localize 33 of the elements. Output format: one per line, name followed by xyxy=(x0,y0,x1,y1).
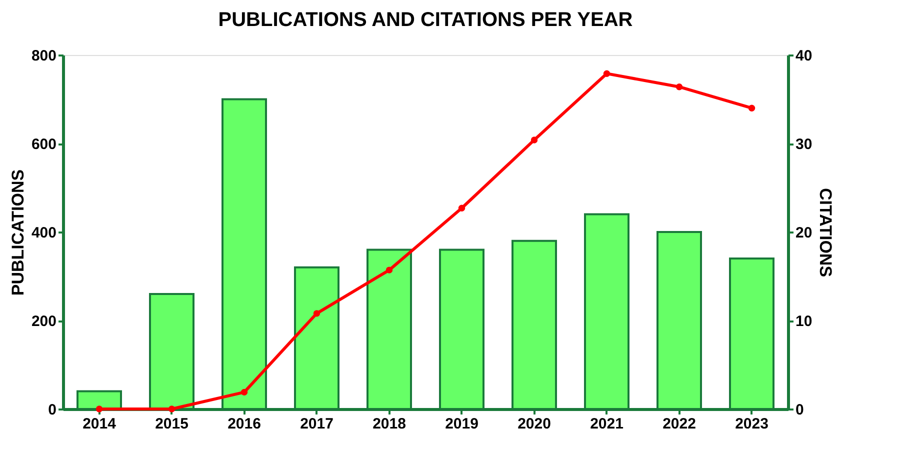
y-tick-label: 200 xyxy=(31,313,56,330)
chart-title: PUBLICATIONS AND CITATIONS PER YEAR xyxy=(218,9,634,31)
x-tick-label: 2016 xyxy=(228,416,261,432)
point xyxy=(676,84,683,90)
point xyxy=(603,70,610,77)
point xyxy=(386,266,393,274)
y2-axis-title: CITATIONS xyxy=(816,188,836,278)
point xyxy=(240,388,248,396)
y-tick-label: 0 xyxy=(48,402,56,418)
x-tick-label: 2020 xyxy=(518,416,551,432)
point xyxy=(748,104,756,112)
y-tick-label: 600 xyxy=(31,136,56,153)
x-tick-label: 2022 xyxy=(662,416,696,432)
y-axis-title: PUBLICATIONS xyxy=(8,169,28,296)
x-tick-label: 2021 xyxy=(590,416,624,432)
x-tick-label: 2018 xyxy=(372,416,406,432)
y2-tick-label: 10 xyxy=(796,313,812,330)
point xyxy=(530,136,538,144)
y2-tick-label: 30 xyxy=(796,136,812,153)
point xyxy=(96,406,103,412)
x-tick-label: 2014 xyxy=(82,416,117,432)
y2-tick-label: 0 xyxy=(796,402,804,418)
point xyxy=(313,310,320,317)
x-tick-label: 2019 xyxy=(445,416,478,432)
point xyxy=(168,406,176,412)
x-tick-label: 2017 xyxy=(300,416,334,432)
x-tick-label: 2015 xyxy=(155,416,188,432)
point xyxy=(458,204,466,212)
y2-tick-label: 20 xyxy=(796,224,812,242)
y-tick-label: 800 xyxy=(31,48,56,64)
y-tick-label: 400 xyxy=(31,224,56,242)
y2-tick-label: 40 xyxy=(796,48,812,64)
x-tick-label: 2023 xyxy=(735,416,768,432)
